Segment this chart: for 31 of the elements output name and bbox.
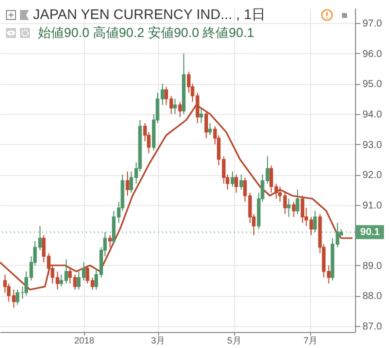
chart-title: JAPAN YEN CURRENCY IND... , 1日 [33,6,266,24]
x-tick-label: 5月 [227,336,242,346]
x-tick-label: 2018 [74,336,94,346]
y-tick-label: 89.0 [362,260,382,272]
x-tick-label: 7月 [303,336,318,346]
candlestick [292,201,296,218]
y-tick-label: 88.0 [362,291,382,302]
text: 始値90.0 高値90.2 安値90.0 終値90.1 [38,24,254,42]
y-tick-label: 95.0 [362,79,382,90]
candlestick [208,122,212,136]
candlestick [204,110,208,139]
candlestick [178,101,182,118]
y-tick-label: 94.0 [362,109,382,120]
candlestick [173,98,177,114]
x-tick-label: 3月 [150,336,166,346]
candlestick [286,198,291,218]
candlestick [199,107,204,124]
candlestick [239,174,244,190]
y-tick-label: 93.0 [362,140,382,151]
y-tick-label: 87.0 [362,321,382,332]
candlestick [296,189,300,214]
candlestick [126,171,130,196]
candlestick [230,171,234,188]
y-tick-label: 91.0 [362,200,382,212]
candlestick [300,195,304,224]
candlestick [234,174,238,194]
y-tick-label: 96.0 [362,48,382,60]
candlestick [108,234,112,248]
ref-line-label: 90.1 [360,227,380,238]
y-tick-label: 92.0 [362,170,382,182]
y-tick-label: 97.0 [362,18,382,30]
